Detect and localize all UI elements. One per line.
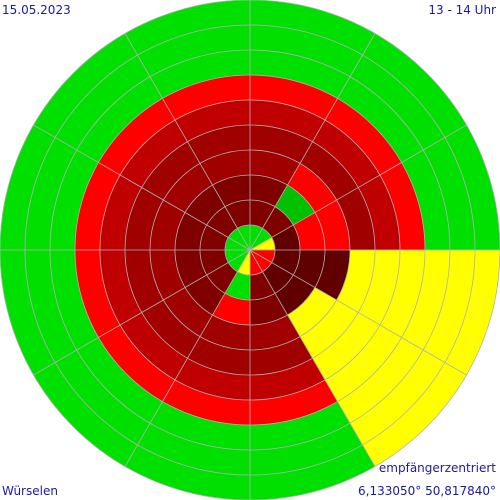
location: Würselen: [2, 484, 58, 498]
spoke-line: [124, 249, 251, 467]
spoke-line: [249, 249, 376, 467]
spoke-line: [33, 249, 251, 376]
spoke-line: [249, 124, 467, 251]
time: 13 - 14 Uhr: [428, 3, 496, 17]
date: 15.05.2023: [2, 3, 71, 17]
mode: empfängerzentriert: [379, 461, 496, 475]
spoke-line: [249, 33, 376, 251]
spoke-line: [124, 33, 251, 251]
coordinates: 6,133050° 50,817840°: [358, 484, 496, 498]
spoke-line: [249, 249, 467, 376]
spoke-line: [33, 124, 251, 251]
